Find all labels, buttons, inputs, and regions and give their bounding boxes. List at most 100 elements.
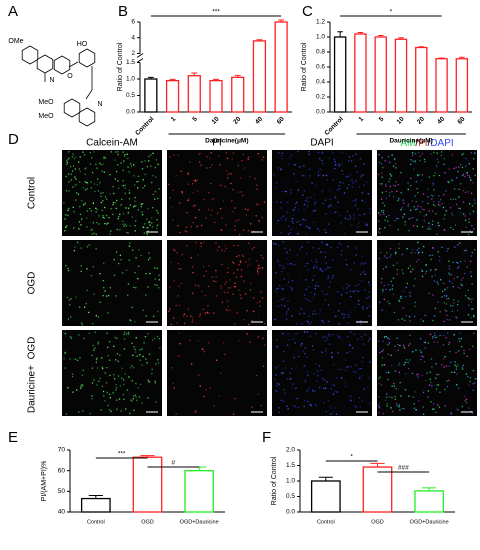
cell-dot bbox=[365, 334, 367, 336]
cell-dot bbox=[386, 252, 388, 254]
cell-dot bbox=[117, 375, 120, 377]
cell-dot bbox=[410, 209, 412, 211]
cell-dot bbox=[418, 247, 420, 249]
atom-label: O bbox=[67, 73, 73, 80]
cell-dot bbox=[321, 351, 323, 353]
cell-dot bbox=[280, 217, 282, 219]
cell-dot bbox=[470, 271, 472, 273]
cell-dot bbox=[229, 279, 231, 281]
cell-dot bbox=[63, 357, 65, 360]
cell-dot bbox=[70, 316, 72, 318]
cell-dot bbox=[289, 286, 291, 288]
cell-dot bbox=[451, 282, 453, 284]
cell-dot bbox=[438, 195, 440, 197]
cell-dot bbox=[387, 337, 389, 339]
cell-dot bbox=[346, 210, 349, 212]
cell-dot bbox=[326, 244, 329, 246]
cell-dot bbox=[248, 324, 250, 326]
cell-dot bbox=[432, 319, 434, 322]
cell-dot bbox=[135, 204, 137, 207]
cell-dot bbox=[64, 351, 66, 354]
cell-dot bbox=[310, 259, 313, 261]
cell-dot bbox=[433, 341, 435, 343]
cell-dot bbox=[108, 341, 111, 343]
cell-dot bbox=[453, 371, 456, 373]
cell-dot bbox=[136, 181, 138, 183]
cell-dot bbox=[419, 349, 421, 352]
cell-dot bbox=[107, 222, 109, 224]
cell-dot bbox=[396, 262, 398, 264]
cell-dot bbox=[340, 294, 343, 296]
cell-dot bbox=[333, 411, 335, 413]
cell-dot bbox=[393, 196, 395, 198]
cell-dot bbox=[453, 167, 455, 170]
cell-dot bbox=[72, 153, 74, 155]
cell-dot bbox=[262, 257, 264, 259]
cell-dot bbox=[68, 190, 70, 192]
cell-dot bbox=[179, 231, 181, 234]
cell-dot bbox=[457, 207, 460, 209]
cell-dot bbox=[135, 351, 137, 353]
cell-dot bbox=[155, 363, 157, 365]
cell-dot bbox=[430, 194, 432, 196]
cell-dot bbox=[301, 223, 303, 225]
cell-dot bbox=[435, 377, 437, 379]
cell-dot bbox=[314, 363, 317, 365]
cell-dot bbox=[260, 254, 262, 257]
cell-dot bbox=[337, 246, 339, 248]
significance-label: *** bbox=[118, 451, 126, 458]
cell-dot bbox=[470, 275, 472, 277]
row-label: + bbox=[27, 365, 38, 371]
cell-dot bbox=[450, 226, 452, 229]
cell-dot bbox=[332, 275, 334, 277]
cell-dot bbox=[363, 263, 365, 265]
cell-dot bbox=[396, 273, 398, 275]
cell-dot bbox=[404, 221, 406, 223]
cell-dot bbox=[350, 331, 352, 333]
cell-dot bbox=[450, 413, 452, 415]
cell-dot bbox=[197, 254, 199, 256]
cell-dot bbox=[415, 261, 418, 263]
cell-dot bbox=[378, 403, 380, 405]
cell-dot bbox=[264, 323, 266, 325]
cell-dot bbox=[405, 372, 407, 375]
cell-dot bbox=[158, 274, 160, 276]
cell-dot bbox=[324, 340, 326, 342]
x-tick-label: 1 bbox=[170, 115, 178, 123]
cell-dot bbox=[123, 333, 125, 335]
cell-dot bbox=[184, 230, 186, 232]
cell-dot bbox=[341, 377, 343, 379]
cell-dot bbox=[227, 177, 229, 179]
cell-dot bbox=[194, 204, 196, 207]
bar bbox=[333, 36, 347, 113]
cell-dot bbox=[239, 177, 241, 179]
cell-dot bbox=[379, 232, 381, 234]
cell-dot bbox=[192, 205, 194, 207]
cell-dot bbox=[194, 217, 197, 219]
cell-dot bbox=[429, 333, 431, 335]
cell-dot bbox=[211, 164, 213, 166]
cell-dot bbox=[389, 289, 391, 291]
cell-dot bbox=[449, 304, 452, 307]
cell-dot bbox=[410, 159, 412, 161]
cell-dot bbox=[369, 337, 371, 340]
cell-dot bbox=[338, 163, 340, 165]
cell-dot bbox=[309, 227, 311, 229]
cell-dot bbox=[106, 332, 108, 334]
bond bbox=[85, 89, 93, 100]
cell-dot bbox=[70, 166, 72, 168]
cell-dot bbox=[227, 287, 230, 289]
y-tick-label: 4 bbox=[131, 34, 135, 41]
cell-dot bbox=[86, 246, 89, 248]
x-tick-label: 20 bbox=[416, 115, 426, 125]
cell-dot bbox=[325, 268, 327, 271]
cell-dot bbox=[278, 407, 280, 409]
cell-dot bbox=[323, 387, 325, 389]
cell-dot bbox=[451, 212, 453, 215]
cell-dot bbox=[275, 390, 277, 392]
bar bbox=[165, 80, 180, 113]
cell-dot bbox=[327, 275, 329, 277]
cell-dot bbox=[394, 185, 397, 187]
cell-dot bbox=[397, 344, 399, 346]
cell-dot bbox=[318, 247, 320, 250]
